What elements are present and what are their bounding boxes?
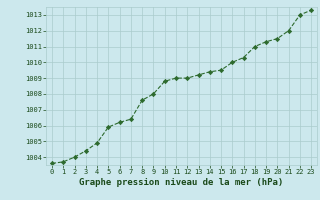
X-axis label: Graphe pression niveau de la mer (hPa): Graphe pression niveau de la mer (hPa) — [79, 178, 284, 187]
